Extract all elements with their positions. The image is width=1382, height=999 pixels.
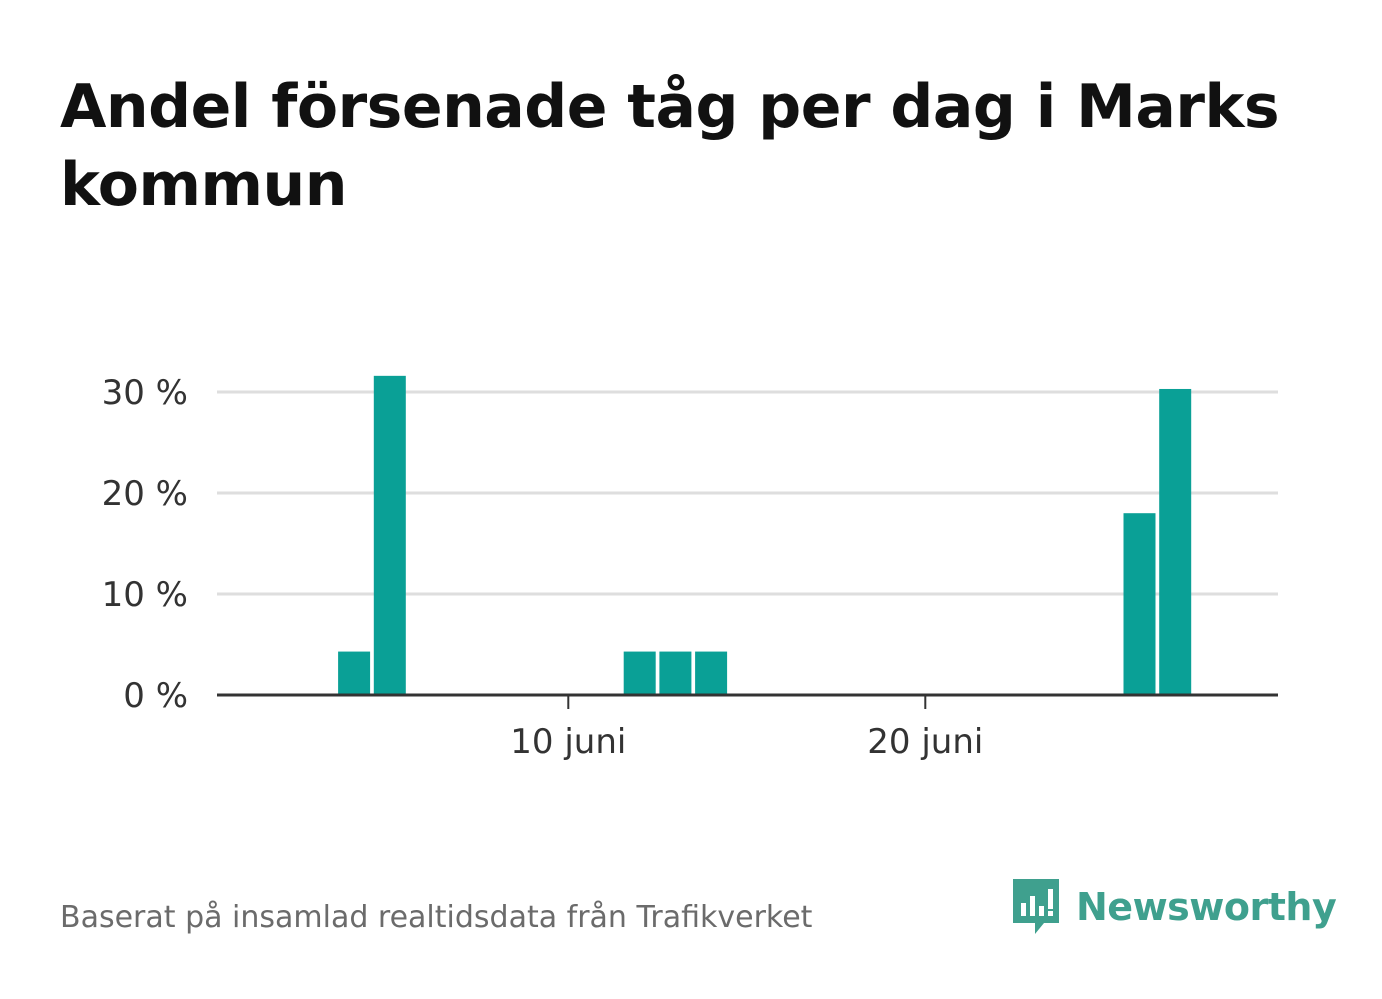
bar [623,651,656,695]
bar [338,651,371,695]
y-tick-label: 10 % [102,575,188,615]
y-tick-label: 30 % [102,373,188,413]
brand: Newsworthy [1010,876,1337,938]
bar [695,651,728,695]
bar [1123,513,1156,695]
brand-name: Newsworthy [1076,885,1337,929]
bars [338,375,1192,695]
x-tick-label: 20 juni [867,722,983,762]
y-tick-label: 0 % [123,676,188,716]
bar [373,375,406,695]
x-tick-label: 10 juni [510,722,626,762]
chart-title: Andel försenade tåg per dag i Marks komm… [60,72,1280,220]
bar [659,651,692,695]
source-note: Baserat på insamlad realtidsdata från Tr… [60,900,813,935]
newsworthy-logo-icon [1013,879,1059,934]
bar [1159,388,1192,695]
axes: 0 % 10 % 20 % 30 % 10 juni 20 juni [102,373,1278,762]
y-tick-label: 20 % [102,474,188,514]
